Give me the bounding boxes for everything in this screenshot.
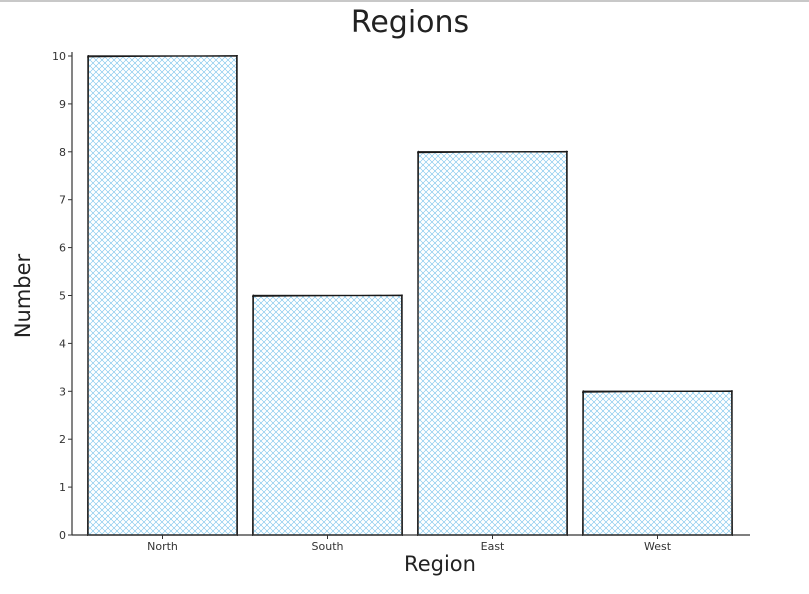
- chart-title: Regions: [351, 5, 469, 40]
- bar-outline-north: [86, 54, 239, 537]
- y-tick-label: 2: [59, 433, 66, 446]
- x-tick-label-east: East: [481, 540, 505, 553]
- bar-north: [87, 55, 238, 536]
- y-tick-label: 5: [59, 290, 66, 303]
- y-tick-label: 9: [59, 98, 66, 111]
- y-tick-label: 10: [52, 50, 66, 63]
- x-tick-label-west: West: [644, 540, 672, 553]
- x-tick-label-north: North: [147, 540, 178, 553]
- y-tick-label: 1: [59, 481, 66, 494]
- y-ticks-group: 0 1 2 3 4 5 6 7 8 9 10: [52, 50, 72, 542]
- y-tick-label: 7: [59, 194, 66, 207]
- y-tick-label: 8: [59, 146, 66, 159]
- bar-outline-south: [251, 294, 404, 537]
- bars-group: [86, 54, 734, 537]
- bar-outline-west: [581, 390, 734, 537]
- y-tick-label: 6: [59, 242, 66, 255]
- bar-outline-east: [416, 150, 569, 537]
- bar-east: [417, 151, 568, 536]
- y-axis-label: Number: [11, 253, 35, 338]
- x-ticks-group: North South East West: [147, 535, 672, 553]
- y-tick-label: 3: [59, 385, 66, 398]
- y-tick-label: 0: [59, 529, 66, 542]
- x-tick-label-south: South: [312, 540, 344, 553]
- bar-south: [252, 294, 403, 536]
- bar-west: [582, 390, 733, 536]
- x-axis-label: Region: [404, 552, 476, 576]
- y-tick-label: 4: [59, 337, 66, 350]
- top-border: [0, 0, 809, 2]
